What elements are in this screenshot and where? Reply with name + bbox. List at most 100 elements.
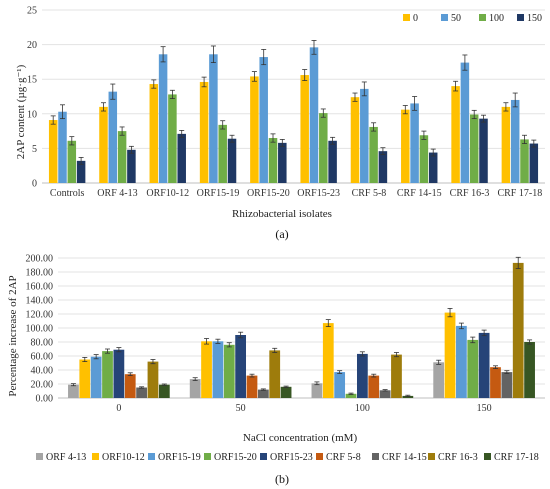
bar-ORF15-23-100	[356, 353, 368, 398]
bar-50-ORF-4-13	[108, 91, 118, 183]
legend-swatch-ORF10-12	[92, 453, 99, 460]
x-tick-label: 150	[477, 403, 492, 414]
y-tick-label: 200.00	[26, 254, 54, 265]
bar-ORF15-23-50	[235, 335, 247, 398]
y-tick-label: 0	[32, 179, 37, 190]
bar-0-ORF15-19	[199, 81, 209, 183]
x-tick-label: 50	[236, 403, 246, 414]
bar-CRF-16-3-0	[147, 361, 159, 398]
legend-label: CRF 16-3	[438, 452, 478, 463]
x-tick-label: CRF 14-15	[397, 188, 442, 199]
bar-100-CRF-5-8	[369, 126, 378, 183]
chart-a-gridlines	[42, 9, 545, 184]
chart-a-panel-label: (a)	[275, 227, 288, 241]
y-tick-label: 160.00	[26, 282, 54, 293]
chart-b-bars	[68, 256, 535, 398]
bar-0-ORF15-20	[250, 76, 259, 183]
bar-100-ORF15-20	[268, 138, 278, 183]
bar-CRF-5-8-0	[124, 374, 136, 398]
bar-150-CRF-14-15	[428, 152, 438, 183]
bar-100-CRF-16-3	[469, 114, 479, 183]
bar-CRF-14-15-100	[379, 390, 391, 398]
bar-150-ORF10-12	[177, 133, 186, 183]
bar-CRF-5-8-150	[490, 367, 501, 398]
legend-label: ORF15-19	[158, 452, 201, 463]
bar-50-ORF15-23	[309, 47, 319, 184]
legend-label: CRF 14-15	[382, 452, 427, 463]
bar-ORF-4-13-100	[311, 383, 323, 398]
x-tick-label: ORF 4-13	[97, 188, 137, 199]
bar-150-ORF15-20	[278, 142, 287, 183]
legend-label: ORF15-20	[214, 452, 257, 463]
chart-b-y-ticks: 0.00 20.00 40.00 60.00 80.00 100.00 120.00 140.…	[26, 254, 54, 405]
x-tick-label: CRF 16-3	[450, 188, 490, 199]
legend-swatch-100	[479, 14, 486, 21]
bar-ORF15-20-50	[223, 344, 235, 398]
legend-swatch-CRF-16-3	[428, 453, 435, 460]
legend-swatch-CRF-5-8	[316, 453, 323, 460]
chart-a-y-ticks: 0 5 10 15 20 25	[27, 6, 37, 190]
x-tick-label: ORF15-19	[197, 188, 240, 199]
bar-ORF10-12-100	[322, 323, 334, 398]
bar-ORF15-20-100	[345, 393, 357, 398]
y-tick-label: 180.00	[26, 268, 54, 279]
bar-100-CRF-14-15	[419, 135, 429, 183]
bar-150-CRF-16-3	[479, 118, 488, 183]
bar-ORF15-20-150	[467, 339, 479, 398]
legend-label: ORF15-23	[270, 452, 313, 463]
y-tick-label: 40.00	[31, 366, 54, 377]
y-tick-label: 15	[27, 75, 37, 86]
chart-b-legend: ORF 4-13 ORF10-12 ORF15-19 ORF15-20 ORF15-23…	[36, 452, 539, 463]
legend-label: 100	[489, 13, 504, 24]
legend-label: CRF 17-18	[494, 452, 539, 463]
bar-100-ORF10-12	[168, 94, 177, 183]
bar-CRF-16-3-50	[269, 350, 281, 398]
bar-100-ORF-4-13	[117, 131, 127, 183]
bar-ORF15-19-50	[212, 341, 224, 398]
legend-swatch-ORF15-23	[260, 453, 267, 460]
bar-CRF-5-8-100	[368, 375, 380, 398]
chart-a-x-axis-label: Rhizobacterial isolates	[232, 208, 332, 220]
legend-swatch-150	[517, 14, 524, 21]
bar-50-CRF-16-3	[460, 62, 470, 184]
bar-CRF-17-18-0	[158, 384, 170, 398]
chart-a: 0 5 10 15 20 25 Controls ORF 4-13 ORF10-12 ORF15…	[15, 6, 545, 241]
bar-CRF-17-18-50	[280, 386, 292, 398]
bar-ORF15-20-0	[102, 351, 113, 398]
chart-a-x-ticks: Controls ORF 4-13 ORF10-12 ORF15-19 ORF15-20…	[50, 188, 542, 199]
legend-swatch-ORF15-20	[204, 453, 211, 460]
legend-swatch-CRF-14-15	[372, 453, 379, 460]
x-tick-label: ORF15-20	[247, 188, 290, 199]
legend-label: 50	[451, 13, 461, 24]
y-tick-label: 20.00	[31, 380, 54, 391]
y-tick-label: 60.00	[31, 352, 54, 363]
bar-150-CRF-5-8	[378, 151, 388, 183]
bar-150-ORF-4-13	[127, 149, 136, 183]
chart-a-legend: 0 50 100 150	[403, 13, 542, 24]
bar-150-ORF15-19	[227, 138, 237, 183]
y-tick-label: 25	[27, 6, 37, 17]
bar-0-ORF10-12	[149, 84, 159, 183]
bar-ORF15-23-0	[113, 349, 125, 398]
bar-50-CRF-17-18	[510, 99, 520, 183]
chart-b-panel-label: (b)	[275, 472, 289, 486]
bar-ORF10-12-0	[79, 359, 91, 398]
legend-swatch-ORF-4-13	[36, 453, 43, 460]
y-tick-label: 120.00	[26, 310, 54, 321]
bar-50-ORF10-12	[158, 54, 168, 184]
legend-label: 0	[413, 13, 418, 24]
x-tick-label: ORF15-23	[297, 188, 340, 199]
bar-CRF-14-15-50	[257, 389, 269, 398]
y-tick-label: 80.00	[31, 338, 54, 349]
bar-CRF-5-8-50	[246, 375, 258, 398]
bar-0-ORF15-23	[300, 75, 309, 183]
bar-150-ORF15-23	[328, 140, 337, 183]
bar-ORF-4-13-0	[68, 384, 79, 398]
bar-CRF-14-15-0	[136, 387, 147, 398]
chart-b-y-axis-label: Percentage increase of 2AP	[7, 275, 19, 396]
x-tick-label: 0	[116, 403, 121, 414]
bar-ORF-4-13-150	[433, 362, 445, 398]
y-tick-label: 5	[32, 144, 37, 155]
bar-0-ORF-4-13	[99, 106, 108, 183]
